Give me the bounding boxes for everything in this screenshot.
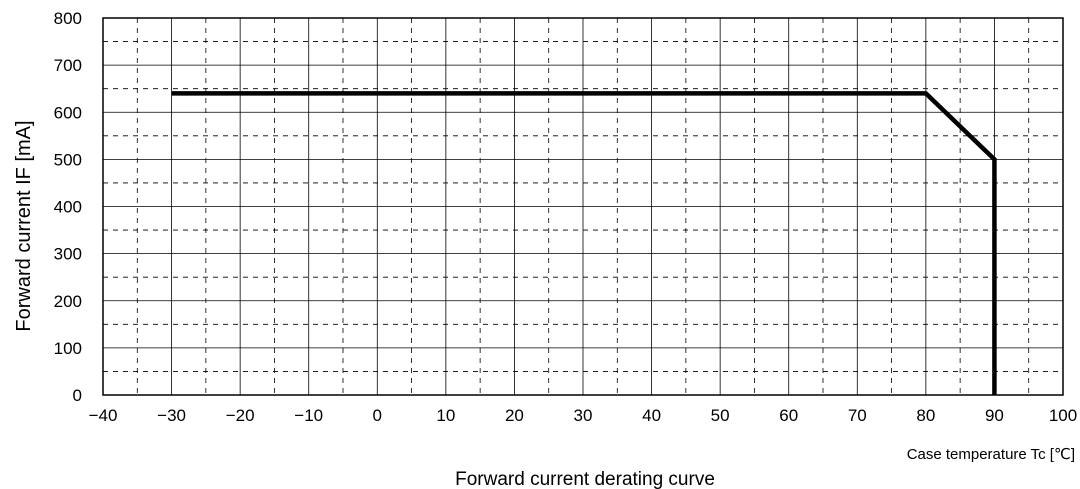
x-tick-label: 100 <box>1049 406 1077 425</box>
x-tick-labels: −40 −30 −20 −10 0 10 20 30 40 50 60 70 80 90 100 <box>89 406 1078 425</box>
y-tick-label: 800 <box>54 9 82 28</box>
x-axis-title: Case temperature Tc [℃] <box>907 446 1075 463</box>
chart-caption: Forward current derating curve <box>455 469 715 489</box>
y-tick-label: 500 <box>54 150 82 169</box>
y-tick-label: 100 <box>54 339 82 358</box>
x-tick-label: 30 <box>574 406 593 425</box>
y-tick-label: 0 <box>73 386 82 405</box>
plot-frame <box>102 17 1064 396</box>
series-line <box>171 91 997 395</box>
x-tick-label: −10 <box>294 406 323 425</box>
x-tick-label: 60 <box>779 406 798 425</box>
x-tick-label: 90 <box>985 406 1004 425</box>
y-tick-labels: 0 100 200 300 400 500 600 700 800 <box>54 9 82 405</box>
y-tick-label: 700 <box>54 56 82 75</box>
y-tick-label: 600 <box>54 103 82 122</box>
x-tick-label: 20 <box>505 406 524 425</box>
y-tick-label: 200 <box>54 292 82 311</box>
major-grid <box>103 18 1063 395</box>
x-tick-label: 0 <box>373 406 382 425</box>
x-tick-label: 80 <box>916 406 935 425</box>
x-tick-label: −40 <box>89 406 118 425</box>
y-tick-label: 400 <box>54 198 82 217</box>
y-axis-title: Forward current IF [mA] <box>13 120 35 331</box>
x-tick-label: 70 <box>848 406 867 425</box>
x-tick-label: 10 <box>436 406 455 425</box>
series-layer <box>171 91 997 395</box>
x-tick-label: −20 <box>226 406 255 425</box>
x-tick-label: 50 <box>711 406 730 425</box>
x-tick-label: −30 <box>157 406 186 425</box>
x-tick-label: 40 <box>642 406 661 425</box>
y-tick-label: 300 <box>54 245 82 264</box>
